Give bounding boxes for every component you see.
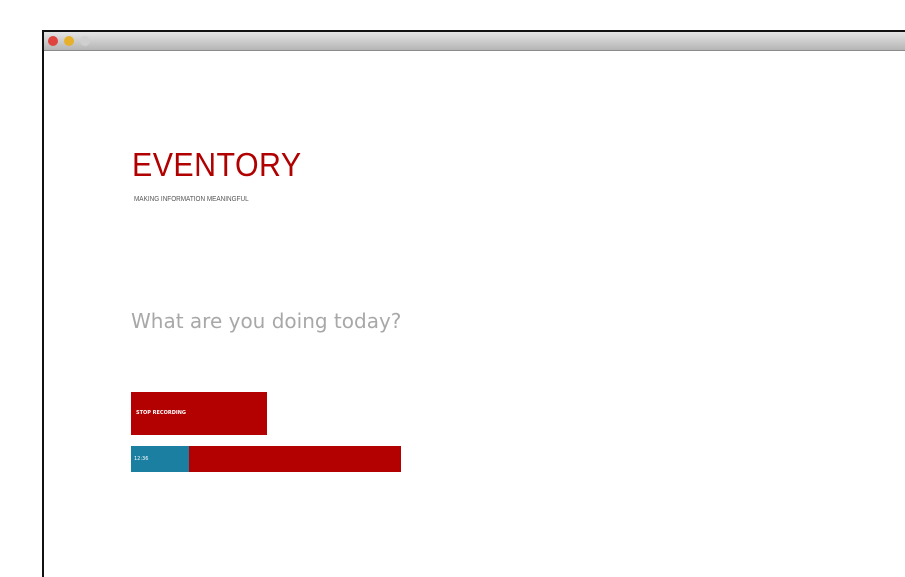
logo: EVENTORY — [132, 146, 302, 183]
timer: 12:36 — [131, 446, 189, 472]
title-bar — [44, 32, 905, 51]
zoom-button[interactable] — [80, 36, 90, 46]
prompt: What are you doing today? — [131, 309, 402, 333]
close-button[interactable] — [48, 36, 58, 46]
minimize-button[interactable] — [64, 36, 74, 46]
window: EVENTORY MAKING INFORMATION MEANINGFUL W… — [42, 30, 905, 577]
progress-bar: 12:36 — [131, 446, 401, 472]
stop-button[interactable]: STOP RECORDING — [131, 392, 267, 435]
tagline: MAKING INFORMATION MEANINGFUL — [134, 194, 249, 203]
